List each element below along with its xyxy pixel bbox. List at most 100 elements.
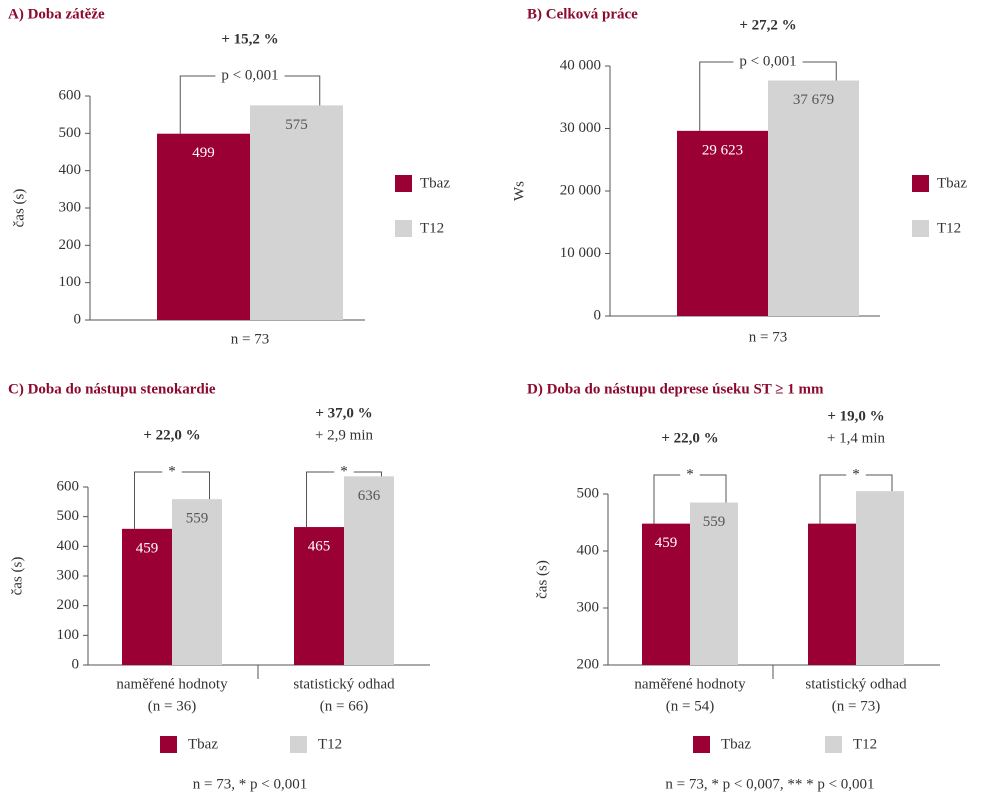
bracket bbox=[699, 61, 734, 131]
bar bbox=[250, 105, 343, 320]
legend-label: T12 bbox=[420, 220, 444, 236]
y-tick-label: 400 bbox=[577, 542, 600, 558]
y-axis-label: čas (s) bbox=[9, 557, 25, 596]
y-axis-label: Ws bbox=[511, 181, 527, 201]
bracket bbox=[284, 75, 321, 106]
y-tick-label: 200 bbox=[59, 237, 82, 253]
legend-label: T12 bbox=[853, 736, 877, 752]
footnote: n = 73, * p < 0,001 bbox=[193, 776, 307, 792]
change-label: + 27,2 % bbox=[739, 17, 796, 33]
legend-swatch bbox=[693, 736, 710, 753]
data-label: 575 bbox=[285, 117, 308, 133]
legend-label: Tbaz bbox=[937, 175, 967, 191]
change-label: + 2,9 min bbox=[315, 427, 374, 443]
y-axis-label: čas (s) bbox=[534, 560, 550, 599]
data-label: 499 bbox=[192, 145, 215, 161]
legend-label: Tbaz bbox=[188, 736, 218, 752]
y-tick-label: 500 bbox=[577, 485, 600, 501]
x-tick-label: naměřené hodnoty bbox=[116, 676, 228, 692]
change-label: + 1,4 min bbox=[827, 430, 886, 446]
legend-swatch bbox=[395, 220, 412, 237]
bar bbox=[677, 130, 768, 316]
chart-title: C) Doba do nástupu stenokardie bbox=[8, 381, 216, 397]
y-tick-label: 600 bbox=[59, 87, 82, 103]
bracket bbox=[134, 471, 163, 529]
y-tick-label: 10 000 bbox=[560, 245, 601, 261]
y-tick-label: 400 bbox=[59, 162, 82, 178]
chart-title: D) Doba do nástupu deprese úseku ST ≥ 1 … bbox=[527, 381, 824, 397]
data-label: 37 679 bbox=[793, 92, 834, 108]
data-label: 559 bbox=[703, 514, 726, 530]
x-tick-label: naměřené hodnoty bbox=[634, 676, 746, 692]
y-tick-label: 300 bbox=[59, 199, 82, 215]
legend-label: Tbaz bbox=[420, 175, 450, 191]
bar bbox=[856, 491, 904, 665]
significance: * bbox=[686, 466, 694, 482]
x-tick-label: n = 73 bbox=[749, 329, 787, 345]
chart-title: B) Celková práce bbox=[527, 6, 638, 22]
legend-swatch bbox=[912, 175, 929, 192]
y-tick-label: 20 000 bbox=[560, 182, 601, 198]
x-tick-note: (n = 66) bbox=[320, 698, 368, 714]
significance: * bbox=[340, 463, 348, 479]
significance: p < 0,001 bbox=[221, 67, 278, 83]
y-tick-label: 0 bbox=[594, 307, 602, 323]
legend-label: T12 bbox=[318, 736, 342, 752]
legend-label: Tbaz bbox=[721, 736, 751, 752]
y-tick-label: 200 bbox=[57, 597, 80, 613]
y-tick-label: 0 bbox=[74, 311, 82, 327]
chart-title: A) Doba zátěže bbox=[8, 6, 105, 22]
change-label: + 37,0 % bbox=[315, 405, 372, 421]
y-tick-label: 200 bbox=[577, 656, 600, 672]
data-label: 29 623 bbox=[702, 142, 743, 158]
bracket bbox=[653, 474, 681, 524]
bar bbox=[344, 476, 394, 665]
y-tick-label: 500 bbox=[59, 125, 82, 141]
bracket bbox=[865, 474, 893, 492]
y-tick-label: 600 bbox=[57, 478, 80, 494]
data-label: 459 bbox=[655, 535, 678, 551]
change-label: + 15,2 % bbox=[221, 31, 278, 47]
x-tick-label: statistický odhad bbox=[805, 676, 907, 692]
bracket bbox=[181, 471, 210, 500]
legend-swatch bbox=[160, 736, 177, 753]
data-label: 459 bbox=[136, 540, 159, 556]
footnote: n = 73, * p < 0,007, ** * p < 0,001 bbox=[665, 776, 874, 792]
y-tick-label: 0 bbox=[72, 656, 80, 672]
bracket bbox=[179, 75, 216, 134]
x-tick-note: (n = 54) bbox=[666, 698, 714, 714]
legend-swatch bbox=[290, 736, 307, 753]
bar bbox=[122, 528, 172, 665]
y-axis-label: čas (s) bbox=[11, 189, 27, 228]
bar bbox=[157, 133, 250, 320]
y-tick-label: 100 bbox=[59, 274, 82, 290]
data-label: 559 bbox=[186, 511, 209, 527]
y-tick-label: 30 000 bbox=[560, 120, 601, 136]
data-label: 636 bbox=[358, 488, 381, 504]
bar bbox=[172, 499, 222, 665]
bar bbox=[808, 523, 856, 665]
y-tick-label: 500 bbox=[57, 508, 80, 524]
legend-label: T12 bbox=[937, 220, 961, 236]
y-tick-label: 40 000 bbox=[560, 57, 601, 73]
significance: * bbox=[168, 463, 176, 479]
legend-swatch bbox=[825, 736, 842, 753]
change-label: + 22,0 % bbox=[661, 430, 718, 446]
y-tick-label: 100 bbox=[57, 627, 80, 643]
bracket bbox=[306, 471, 335, 528]
y-tick-label: 300 bbox=[57, 567, 80, 583]
significance: * bbox=[852, 466, 860, 482]
x-tick-note: (n = 36) bbox=[148, 698, 196, 714]
bar bbox=[690, 502, 738, 665]
significance: p < 0,001 bbox=[739, 53, 796, 69]
x-tick-note: (n = 73) bbox=[832, 698, 880, 714]
change-label: + 19,0 % bbox=[827, 408, 884, 424]
bar bbox=[642, 523, 690, 665]
legend-swatch bbox=[395, 175, 412, 192]
y-tick-label: 300 bbox=[577, 599, 600, 615]
data-label: 465 bbox=[308, 538, 331, 554]
legend-swatch bbox=[912, 220, 929, 237]
bracket bbox=[819, 474, 847, 524]
x-tick-label: n = 73 bbox=[231, 331, 269, 347]
